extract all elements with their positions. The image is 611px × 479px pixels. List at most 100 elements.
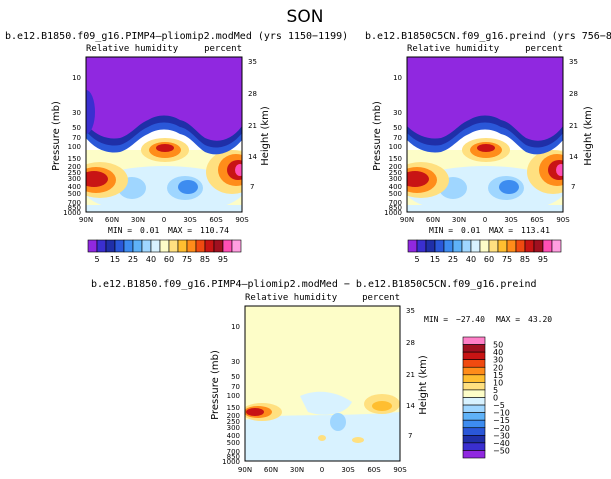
colorbar-diff-label: 40 bbox=[493, 348, 503, 357]
colorbar-right-swatch bbox=[434, 239, 445, 253]
colorbar-diff-swatch bbox=[462, 397, 486, 406]
panel-2-ytick: 850 bbox=[389, 204, 402, 212]
colorbar-right-swatch bbox=[479, 239, 490, 253]
colorbar-left-swatch bbox=[231, 239, 242, 253]
panel-3-ytick: 400 bbox=[227, 432, 240, 440]
panel-1-ytick: 1000 bbox=[63, 209, 81, 217]
panel-2-stats: MIN = 0.01 MAX = 113.41 bbox=[429, 226, 550, 235]
colorbar-left-swatch bbox=[168, 239, 179, 253]
panel-1-ytick: 400 bbox=[68, 183, 81, 191]
colorbar-right-swatch bbox=[506, 239, 517, 253]
colorbar-left-swatch bbox=[204, 239, 215, 253]
panel-3-ytick: 700 bbox=[227, 448, 240, 456]
panel-2-x-ticks: 90N 60N 30N 0 30S 60S 90S bbox=[400, 216, 570, 224]
colorbar-diff-label: 30 bbox=[493, 356, 503, 365]
panel-2-xtick: 60N bbox=[426, 216, 440, 224]
panel-1-units: percent bbox=[204, 44, 242, 54]
colorbar-diff-swatch bbox=[462, 382, 486, 391]
panel-3-max: 43.20 bbox=[528, 315, 552, 324]
colorbar-right-label: 85 bbox=[520, 255, 530, 264]
panel-3-min-label: MIN = bbox=[424, 315, 448, 324]
colorbar-diff-label: −20 bbox=[493, 424, 510, 433]
colorbar-left-swatch bbox=[105, 239, 116, 253]
colorbar-diff-swatch bbox=[462, 389, 486, 398]
colorbar-diff-swatch bbox=[462, 351, 486, 360]
colorbar-right-swatch bbox=[443, 239, 454, 253]
page-title: SON bbox=[287, 7, 324, 27]
panel-1-y2tick: 7 bbox=[250, 183, 254, 191]
panel-1-xtick: 0 bbox=[162, 216, 166, 224]
panel-1-xtick: 90S bbox=[235, 216, 249, 224]
colorbar-diff-label: 20 bbox=[493, 363, 503, 372]
panel-3-ytick: 150 bbox=[227, 404, 240, 412]
panel-1-ytick: 70 bbox=[72, 134, 81, 142]
colorbar-right: 5 15 25 40 60 75 85 95 bbox=[407, 239, 562, 264]
colorbar-right-swatch bbox=[524, 239, 535, 253]
panel-1-y2tick: 14 bbox=[248, 153, 257, 161]
panel-2-ytick: 250 bbox=[389, 169, 402, 177]
colorbar-right-label: 75 bbox=[502, 255, 512, 264]
colorbar-right-label: 40 bbox=[466, 255, 476, 264]
panel-1-xtick: 90N bbox=[79, 216, 93, 224]
colorbar-diff-swatch bbox=[462, 336, 486, 345]
panel-3-ytick: 300 bbox=[227, 424, 240, 432]
panel-3-ytick: 30 bbox=[231, 358, 240, 366]
panel-3-y2tick: 28 bbox=[406, 339, 415, 347]
panel-1-ytick: 100 bbox=[68, 143, 81, 151]
panel-1-ytick: 50 bbox=[72, 124, 81, 132]
colorbar-left: 5 15 25 40 60 75 85 95 bbox=[87, 239, 242, 264]
panel-2-y2-ticks: 35 28 21 14 7 bbox=[569, 58, 578, 191]
panel-3-xtick: 60N bbox=[264, 466, 278, 474]
colorbar-diff-swatch bbox=[462, 359, 486, 368]
panel-1-ytick: 700 bbox=[68, 199, 81, 207]
panel-2-title: b.e12.B1850C5CN.f09_g16.preind (yrs 756−… bbox=[365, 31, 611, 42]
panel-3-field bbox=[245, 306, 400, 461]
panel-2-ytick: 70 bbox=[393, 134, 402, 142]
panel-1-ytick: 30 bbox=[72, 109, 81, 117]
panel-1-y2-ticks: 35 28 21 14 7 bbox=[248, 58, 257, 191]
colorbar-right-swatch bbox=[551, 239, 562, 253]
panel-2-ytick: 100 bbox=[389, 143, 402, 151]
panel-2-xtick: 30S bbox=[504, 216, 518, 224]
panel-1: b.e12.B1850.f09_g16.PIMP4–pliomip2.modMe… bbox=[5, 31, 348, 235]
panel-3-ytick: 500 bbox=[227, 439, 240, 447]
panel-2-units: percent bbox=[525, 44, 563, 54]
panel-2-min-label: MIN = bbox=[429, 226, 453, 235]
panel-3-ytick: 1000 bbox=[222, 458, 240, 466]
panel-2-xtick: 0 bbox=[483, 216, 487, 224]
colorbar-diff-swatch bbox=[462, 374, 486, 383]
colorbar-diff-label: 10 bbox=[493, 378, 503, 387]
panel-1-title: b.e12.B1850.f09_g16.PIMP4–pliomip2.modMe… bbox=[5, 31, 348, 42]
panel-1-ylabel: Pressure (mb) bbox=[51, 101, 62, 171]
colorbar-left-label: 85 bbox=[200, 255, 210, 264]
panel-1-x-ticks: 90N 60N 30N 0 30S 60S 90S bbox=[79, 216, 249, 224]
panel-2-ytick: 500 bbox=[389, 190, 402, 198]
colorbar-right-swatch bbox=[461, 239, 472, 253]
colorbar-diff-label: −50 bbox=[493, 446, 510, 455]
colorbar-left-swatch bbox=[150, 239, 161, 253]
colorbar-left-swatch bbox=[123, 239, 134, 253]
panel-3-stats: MIN = −27.40 MAX = 43.20 bbox=[424, 315, 552, 324]
colorbar-diff-label: 5 bbox=[493, 386, 498, 395]
panel-3-xtick: 60S bbox=[367, 466, 381, 474]
colorbar-right-swatch bbox=[407, 239, 418, 253]
colorbar-diff-label: −10 bbox=[493, 409, 510, 418]
colorbar-diff-label: 15 bbox=[493, 371, 503, 380]
panel-3-x-ticks: 90N 60N 30N 0 30S 60S 90S bbox=[238, 466, 407, 474]
colorbar-right-swatch bbox=[542, 239, 553, 253]
panel-3-ytick: 100 bbox=[227, 392, 240, 400]
panel-3-y2-ticks: 35 28 21 14 7 bbox=[406, 307, 415, 440]
panel-1-xtick: 60S bbox=[209, 216, 223, 224]
panel-1-min: 0.01 bbox=[140, 226, 159, 235]
panel-3-xtick: 90S bbox=[393, 466, 407, 474]
colorbar-diff-swatch bbox=[462, 427, 486, 436]
colorbar-left-label: 25 bbox=[128, 255, 138, 264]
colorbar-diff-swatch bbox=[462, 412, 486, 421]
colorbar-diff-swatch bbox=[462, 435, 486, 444]
panel-1-min-label: MIN = bbox=[108, 226, 132, 235]
panel-3-ytick: 200 bbox=[227, 412, 240, 420]
colorbar-left-swatch bbox=[132, 239, 143, 253]
colorbar-left-label: 95 bbox=[218, 255, 228, 264]
